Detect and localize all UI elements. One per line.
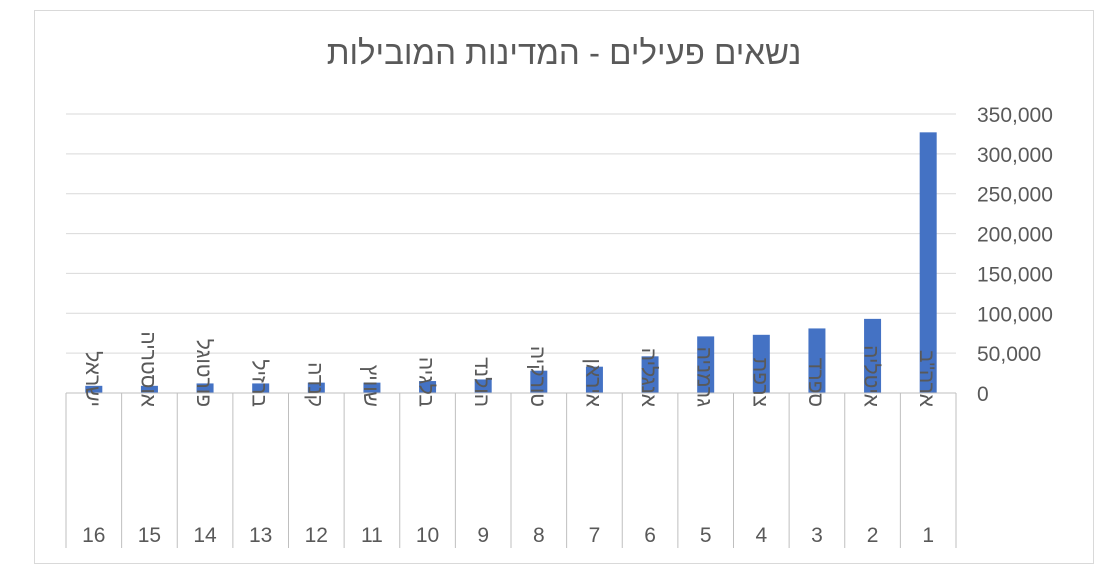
chart-frame [34, 10, 1094, 564]
y-tick-label: 200,000 [977, 224, 1053, 247]
bar-12 [307, 382, 325, 393]
category-rank: 4 [755, 524, 767, 547]
y-tick-labels: 0 50,000 100,000 150,000 200,000 250,000 300,0… [977, 104, 1053, 406]
category-name: אוסטריה [136, 331, 159, 407]
category-rank: 7 [589, 524, 601, 547]
category-rank: 15 [138, 524, 161, 547]
bar-15 [140, 385, 158, 393]
y-tick-label: 100,000 [977, 303, 1053, 326]
category-rank: 12 [305, 524, 328, 547]
category-name: שוויץ [359, 365, 382, 407]
bar-14 [196, 383, 214, 393]
category-rank: 6 [644, 524, 656, 547]
category-name: ספרד [804, 358, 827, 407]
bar-8 [530, 370, 548, 393]
bar-7 [585, 366, 603, 393]
category-name: איטליה [860, 345, 883, 407]
category-name: פורטוגל [192, 339, 215, 407]
category-name: ארה"ב [915, 350, 938, 407]
bar-4 [752, 334, 770, 393]
bar-10 [419, 381, 437, 393]
category-name: אנגליה [637, 348, 660, 407]
axes [65, 392, 957, 548]
y-tick-label: 50,000 [977, 343, 1041, 366]
bars [85, 132, 937, 393]
bar-16 [85, 385, 103, 393]
category-rank: 5 [700, 524, 712, 547]
bar-11 [363, 382, 381, 393]
category-rank: 11 [361, 524, 383, 547]
bar-1 [919, 132, 937, 393]
category-rank: 10 [416, 524, 439, 547]
category-name: טורקיה [526, 346, 549, 407]
category-rank: 13 [249, 524, 272, 547]
category-rank: 16 [82, 524, 105, 547]
category-rank: 2 [867, 524, 879, 547]
bar-5 [697, 336, 715, 393]
bar-9 [474, 379, 492, 393]
bar-13 [252, 383, 270, 393]
category-name: ברזיל [248, 359, 271, 407]
category-rank: 9 [477, 524, 489, 547]
bar-3 [808, 328, 826, 393]
category-name: הולנד [470, 357, 493, 407]
category-rank: 3 [811, 524, 823, 547]
category-name: גרמניה [693, 347, 716, 408]
category-name: ישראל [81, 351, 104, 407]
y-tick-label: 150,000 [977, 263, 1053, 286]
category-labels: ארה"ב 1 איטליה 2 ספרד 3 צרפת 4 גרמניה 5 אנגליה 6 איר… [81, 331, 938, 547]
y-tick-label: 300,000 [977, 144, 1053, 167]
category-name: קנדה [303, 362, 326, 407]
bar-6 [641, 356, 659, 393]
category-rank: 14 [193, 524, 217, 547]
category-rank: 1 [922, 524, 934, 547]
category-name: צרפת [748, 358, 771, 407]
y-tick-label: 250,000 [977, 184, 1053, 207]
gridlines [66, 113, 956, 354]
category-rank: 8 [533, 524, 545, 547]
category-name: איראן [581, 358, 604, 407]
y-tick-label: 350,000 [977, 104, 1053, 127]
chart-title: נשאים פעילים - המדינות המובילות [326, 34, 802, 71]
category-name: בלגיה [415, 357, 438, 407]
y-tick-label: 0 [977, 383, 989, 406]
bar-2 [864, 318, 882, 393]
